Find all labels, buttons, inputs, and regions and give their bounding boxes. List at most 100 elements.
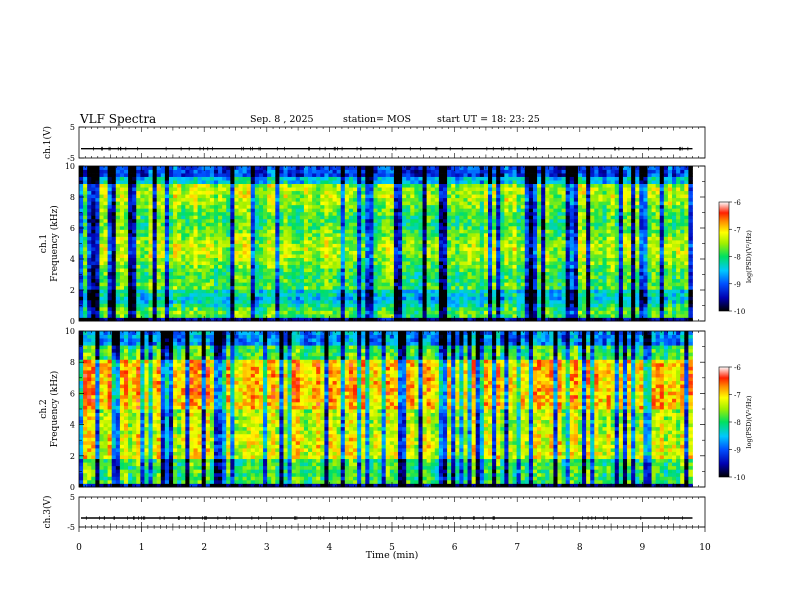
spectrogram-cell xyxy=(479,275,485,280)
spectrogram-cell xyxy=(254,285,260,290)
spectrogram-cell xyxy=(434,190,440,195)
spectrogram-cell xyxy=(308,310,313,315)
spectrogram-cell xyxy=(111,285,117,290)
spectrogram-cell xyxy=(213,166,219,170)
spectrogram-cell xyxy=(189,201,194,206)
spectrogram-cell xyxy=(271,236,276,241)
spectrogram-cell xyxy=(377,173,383,177)
spectrogram-cell xyxy=(500,282,505,287)
spectrogram-cell xyxy=(438,247,444,251)
spectrogram-cell xyxy=(500,271,505,276)
spectrogram-cell xyxy=(516,222,522,227)
spectrogram-cell xyxy=(475,204,481,209)
spectrogram-cell xyxy=(393,194,399,199)
spectrogram-cell xyxy=(500,243,505,248)
spectrogram-cell xyxy=(406,208,411,213)
spectrogram-cell xyxy=(238,317,243,322)
spectrogram-cell xyxy=(291,289,297,294)
spectrogram-cell xyxy=(410,201,415,206)
spectrogram-cell xyxy=(222,201,227,206)
spectrogram-cell xyxy=(271,166,276,170)
spectrogram-cell xyxy=(234,166,239,170)
spectrogram-cell xyxy=(308,254,313,258)
spectrogram-cell xyxy=(512,183,518,188)
spectrogram-cell xyxy=(361,257,366,262)
spectrogram-cell xyxy=(528,225,534,230)
spectrogram-cell xyxy=(320,218,325,223)
spectrogram-cell xyxy=(537,194,542,199)
spectrogram-cell xyxy=(492,261,497,266)
spectrogram-cell xyxy=(369,201,374,206)
spectrogram-cell xyxy=(312,285,317,290)
spectrogram-cell xyxy=(418,194,423,199)
spectrogram-cell xyxy=(222,166,227,170)
spectrogram-cell xyxy=(467,292,473,297)
spectrogram-cell xyxy=(275,173,280,177)
spectrogram-cell xyxy=(205,303,211,308)
spectrogram-cell xyxy=(123,225,129,230)
spectrogram-cell xyxy=(340,250,346,255)
spectrogram-cell xyxy=(528,313,534,318)
spectrogram-cell xyxy=(226,225,231,230)
spectrogram-cell xyxy=(410,229,415,234)
spectrogram-cell xyxy=(328,204,333,209)
spectrogram-cell xyxy=(83,229,88,234)
spectrogram-cell xyxy=(144,289,149,294)
spectrogram-cell xyxy=(365,261,370,266)
spectrogram-cell xyxy=(291,187,297,192)
spectrogram-cell xyxy=(451,261,456,266)
spectrogram-cell xyxy=(103,313,109,318)
spectrogram-cell xyxy=(312,208,317,213)
spectrogram-cell xyxy=(218,176,223,181)
spectrogram-cell xyxy=(361,313,366,318)
spectrogram-cell xyxy=(336,173,342,177)
spectrogram-cell xyxy=(487,285,493,290)
spectrogram-cell xyxy=(500,222,505,227)
spectrogram-cell xyxy=(353,296,358,301)
spectrogram-cell xyxy=(451,282,456,287)
spectrogram-cell xyxy=(148,222,154,227)
spectrogram-cell xyxy=(320,289,325,294)
spectrogram-cell xyxy=(299,310,305,315)
spectrogram-cell xyxy=(500,264,505,269)
spectrogram-cell xyxy=(398,261,403,266)
spectrogram-cell xyxy=(479,296,485,301)
spectrogram-cell xyxy=(303,271,309,276)
spectrogram-cell xyxy=(402,173,407,177)
spectrogram-cell xyxy=(152,285,158,290)
spectrogram-cell xyxy=(528,222,534,227)
spectrogram-cell xyxy=(267,310,272,315)
spectrogram-cell xyxy=(246,201,252,206)
spectrogram-cell xyxy=(532,243,538,248)
spectrogram-cell xyxy=(410,176,415,181)
spectrogram-cell xyxy=(263,317,268,322)
spectrogram-cell xyxy=(393,166,399,170)
spectrogram-cell xyxy=(152,261,158,266)
spectrogram-cell xyxy=(508,296,513,301)
spectrogram-cell xyxy=(393,173,399,177)
spectrogram-cell xyxy=(389,169,395,174)
spectrogram-cell xyxy=(111,261,117,266)
spectrogram-cell xyxy=(156,232,162,237)
spectrogram-cell xyxy=(328,194,333,199)
spectrogram-cell xyxy=(242,180,248,185)
spectrogram-cell xyxy=(148,285,154,290)
spectrogram-cell xyxy=(205,204,211,209)
spectrogram-cell xyxy=(410,306,415,311)
spectrogram-cell xyxy=(455,299,460,304)
spectrogram-cell xyxy=(451,299,456,304)
spectrogram-cell xyxy=(426,173,432,177)
spectrogram-cell xyxy=(353,275,358,280)
spectrogram-cell xyxy=(410,313,415,318)
spectrogram-cell xyxy=(254,296,260,301)
spectrogram-cell xyxy=(111,303,117,308)
spectrogram-cell xyxy=(267,285,272,290)
spectrogram-cell xyxy=(173,201,178,206)
spectrogram-cell xyxy=(524,271,530,276)
spectrogram-cell xyxy=(512,292,518,297)
spectrogram-cell xyxy=(189,313,194,318)
spectrogram-cell xyxy=(205,278,211,283)
spectrogram-cell xyxy=(500,292,505,297)
spectrogram-cell xyxy=(156,317,162,322)
spectrogram-cell xyxy=(189,250,194,255)
